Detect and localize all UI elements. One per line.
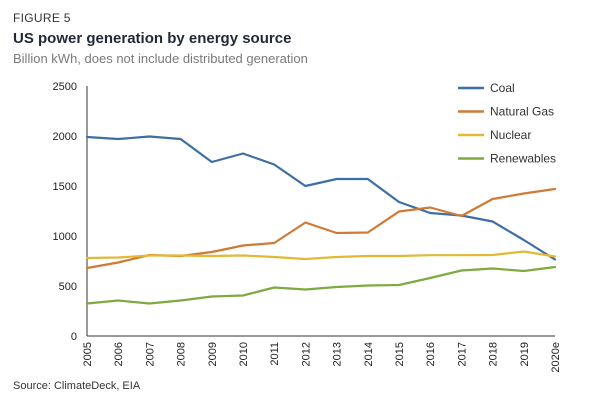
x-tick-label: 2015 [394,342,406,366]
legend-label-renewables: Renewables [490,152,556,166]
legend-label-natural-gas: Natural Gas [490,105,554,119]
x-tick-label: 2016 [425,342,437,366]
legend-label-nuclear: Nuclear [490,128,531,142]
series-line-renewables [85,265,557,305]
y-tick-label: 500 [59,281,77,293]
y-tick-label: 2000 [53,131,77,143]
x-tick-label: 2020e [550,342,562,373]
x-tick-label: 2006 [113,342,125,366]
x-tick-label: 2011 [269,342,281,366]
x-tick-label: 2012 [300,342,312,366]
x-tick-label: 2008 [176,342,188,366]
chart-title: US power generation by energy source [13,30,292,47]
x-tick-label: 2010 [238,342,250,366]
y-tick-label: 2500 [53,81,77,93]
x-tick-label: 2005 [82,342,94,366]
y-tick-label: 1000 [53,231,77,243]
series-line-nuclear [85,250,557,261]
x-tick-label: 2018 [488,342,500,366]
y-tick-label: 0 [71,331,77,343]
source-note: Source: ClimateDeck, EIA [13,380,141,392]
x-tick-label: 2013 [332,342,344,366]
series-line-coal [85,135,557,261]
figure-label: FIGURE 5 [13,11,71,25]
x-tick-label: 2007 [144,342,156,366]
x-tick-label: 2014 [363,342,375,366]
x-tick-label: 2017 [456,342,468,366]
chart-subtitle: Billion kWh, does not include distribute… [13,51,308,66]
x-tick-label: 2019 [519,342,531,366]
x-tick-label: 2009 [207,342,219,366]
legend-label-coal: Coal [490,81,515,95]
y-tick-label: 1500 [53,181,77,193]
